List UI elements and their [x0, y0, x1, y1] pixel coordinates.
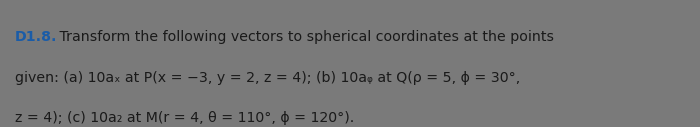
Text: given: (a) 10aₓ at P(x = −3, y = 2, z = 4); (b) 10aᵩ at Q(ρ = 5, ϕ = 30°,: given: (a) 10aₓ at P(x = −3, y = 2, z = … [15, 71, 521, 85]
Text: D1.8.: D1.8. [15, 30, 57, 44]
Text: Transform the following vectors to spherical coordinates at the points: Transform the following vectors to spher… [55, 30, 554, 44]
Text: z = 4); (c) 10a₂ at M(r = 4, θ = 110°, ϕ = 120°).: z = 4); (c) 10a₂ at M(r = 4, θ = 110°, ϕ… [15, 111, 354, 125]
